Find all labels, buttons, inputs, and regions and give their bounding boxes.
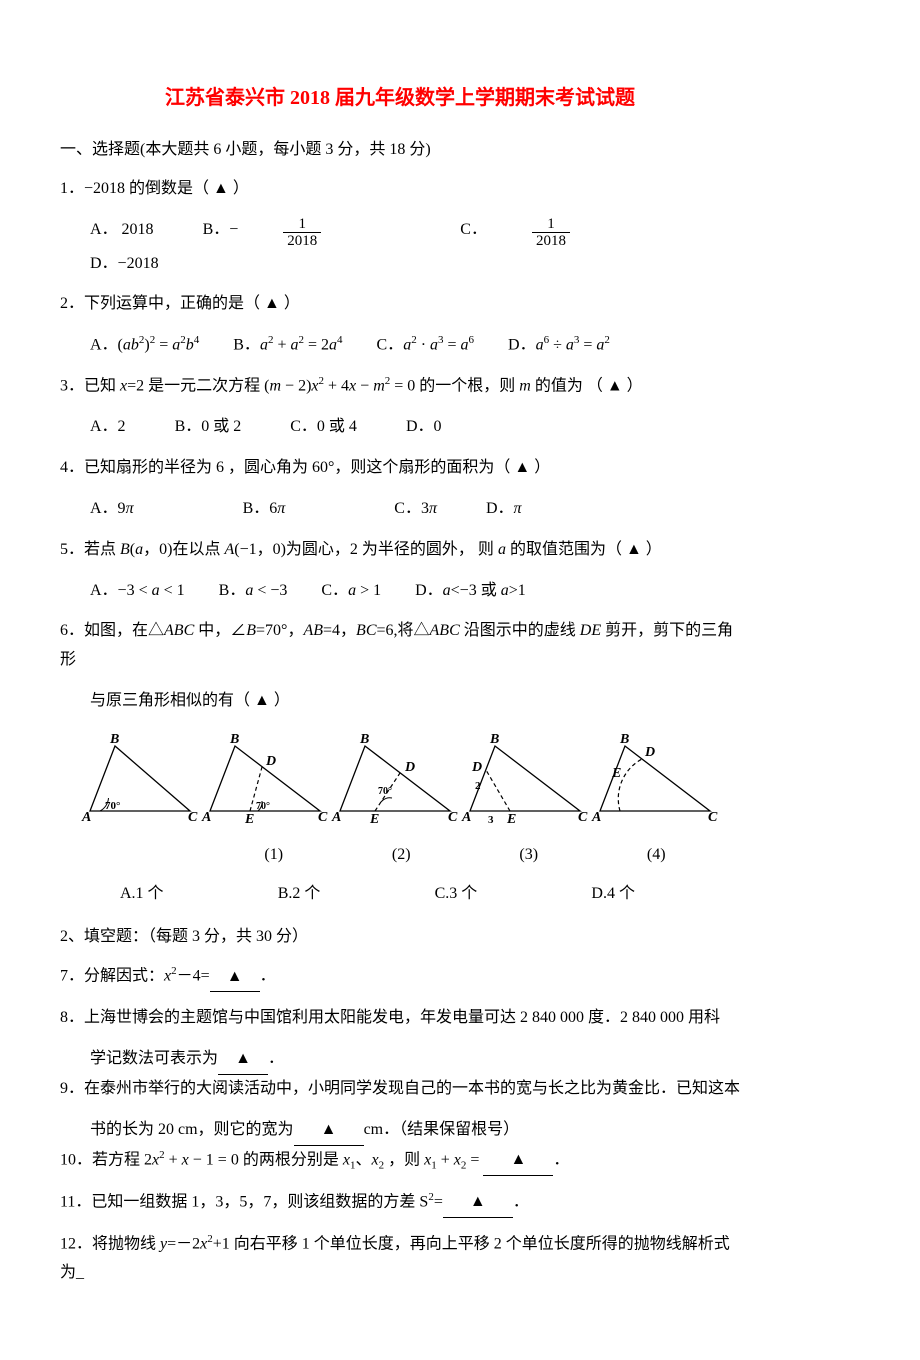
q5-options: A．−3 < a < 1 B．a < −3 C．a > 1 D．a<−3 或 a…	[90, 577, 740, 606]
q5-optC: C．a > 1	[321, 577, 381, 606]
q4-optB: B．6π	[243, 495, 286, 524]
svg-text:3: 3	[488, 814, 494, 826]
q1-optC: C．12018	[460, 216, 660, 250]
q4-optA: A．9π	[90, 495, 134, 524]
svg-text:B: B	[229, 732, 239, 747]
svg-text:C: C	[448, 810, 458, 825]
fig3-label: (3)	[465, 841, 593, 870]
svg-text:A: A	[591, 810, 601, 825]
svg-text:B: B	[619, 732, 629, 747]
q2-optD: D．a6 ÷ a3 = a2	[508, 331, 610, 360]
svg-text:B: B	[109, 732, 119, 747]
q2-optB: B．a2 + a2 = 2a4	[233, 331, 342, 360]
q4-text: 4．已知扇形的半径为 6 ，圆心角为 60°，则这个扇形的面积为（ ▲ ）	[60, 454, 740, 483]
svg-text:A: A	[81, 810, 91, 825]
svg-text:70°: 70°	[256, 801, 270, 812]
q10: 10．若方程 2x2 + x − 1 = 0 的两根分别是 x1、x2 ，则 x…	[60, 1146, 740, 1176]
fig1-label: (1)	[210, 841, 338, 870]
q2-options: A．(ab2)2 = a2b4 B．a2 + a2 = 2a4 C．a2 · a…	[90, 331, 740, 360]
svg-text:C: C	[318, 810, 328, 825]
svg-text:E: E	[611, 766, 621, 781]
svg-text:D: D	[471, 760, 482, 775]
svg-text:E: E	[244, 812, 254, 826]
q5-optD: D．a<−3 或 a>1	[415, 577, 526, 606]
svg-text:B: B	[359, 732, 369, 747]
triangle-fig4: A B C D E	[590, 731, 720, 826]
section-1-header: 一、选择题(本大题共 6 小题，每小题 3 分，共 18 分)	[60, 136, 740, 165]
q3-optB: B．0 或 2	[175, 413, 242, 442]
triangle-base: 70° A B C	[80, 731, 200, 826]
section-2-header: 2、填空题：（每题 3 分，共 30 分）	[60, 923, 740, 952]
svg-text:70°: 70°	[105, 800, 120, 812]
q1-optA: A． 2018	[90, 216, 154, 245]
svg-text:E: E	[506, 812, 516, 826]
svg-text:70°: 70°	[378, 786, 392, 797]
svg-text:E: E	[369, 812, 379, 826]
q8-line1: 8．上海世博会的主题馆与中国馆利用太阳能发电，年发电量可达 2 840 000 …	[60, 1004, 740, 1033]
svg-text:D: D	[644, 745, 655, 760]
q2-optA: A．(ab2)2 = a2b4	[90, 331, 199, 360]
q6-optA: A.1 个	[120, 880, 164, 909]
q1-optB: B．−12018	[203, 216, 412, 250]
q6-optC: C.3 个	[435, 880, 478, 909]
q4-optC: C．3π	[394, 495, 437, 524]
q6-figure-labels: (1) (2) (3) (4)	[210, 841, 720, 870]
svg-text:C: C	[188, 810, 198, 825]
q5-text: 5．若点 B(a，0)在以点 A(−1，0)为圆心，2 为半径的圆外， 则 a …	[60, 536, 740, 565]
fig4-label: (4)	[593, 841, 721, 870]
svg-text:2: 2	[475, 780, 481, 792]
page-title: 江苏省泰兴市 2018 届九年级数学上学期期末考试试题	[60, 80, 740, 116]
fig2-label: (2)	[338, 841, 466, 870]
q3-optD: D．0	[406, 413, 442, 442]
q9-line1: 9．在泰州市举行的大阅读活动中，小明同学发现自己的一本书的宽与长之比为黄金比．已…	[60, 1075, 740, 1104]
svg-text:A: A	[201, 810, 211, 825]
q6-optB: B.2 个	[278, 880, 321, 909]
q4-optD: D．π	[486, 495, 522, 524]
q11: 11．已知一组数据 1，3，5，7，则该组数据的方差 S2=▲．	[60, 1188, 740, 1218]
q5-optA: A．−3 < a < 1	[90, 577, 185, 606]
q6-options: A.1 个 B.2 个 C.3 个 D.4 个	[120, 880, 680, 909]
svg-text:C: C	[578, 810, 588, 825]
q6-optD: D.4 个	[591, 880, 635, 909]
q9-line2: 书的长为 20 cm，则它的宽为▲cm．（结果保留根号）	[90, 1116, 740, 1146]
q3-optC: C．0 或 4	[290, 413, 357, 442]
q1-options: A． 2018 B．−12018 C．12018 D．−2018	[90, 216, 740, 279]
q8-line2: 学记数法可表示为▲．	[90, 1045, 740, 1075]
svg-text:D: D	[404, 760, 415, 775]
q2-optC: C．a2 · a3 = a6	[377, 331, 475, 360]
q3-optA: A．2	[90, 413, 126, 442]
q7: 7．分解因式：x2－4=▲．	[60, 962, 740, 992]
svg-text:B: B	[489, 732, 499, 747]
svg-text:A: A	[461, 810, 471, 825]
triangle-fig1: 70° A B C D E	[200, 731, 330, 826]
q12: 12．将抛物线 y=－2x2+1 向右平移 1 个单位长度，再向上平移 2 个单…	[60, 1230, 740, 1288]
q3-text: 3．已知 x=2 是一元二次方程 (m − 2)x2 + 4x − m2 = 0…	[60, 372, 740, 401]
triangle-fig2: 70° A B C D E	[330, 731, 460, 826]
q6-line2: 与原三角形相似的有（ ▲ ）	[90, 687, 740, 716]
svg-text:C: C	[708, 810, 718, 825]
q4-options: A．9π B．6π C．3π D．π	[90, 495, 740, 524]
q6-figures: 70° A B C 70° A B C D E 70° A B C D E A …	[80, 731, 720, 826]
q6-line1: 6．如图，在△ABC 中，∠B=70°，AB=4，BC=6,将△ABC 沿图示中…	[60, 617, 740, 675]
triangle-fig3: A B C D E 2 3	[460, 731, 590, 826]
q2-text: 2．下列运算中，正确的是（ ▲ ）	[60, 290, 740, 319]
q1-text: 1．−2018 的倒数是（ ▲ ）	[60, 175, 740, 204]
q1-optD: D．−2018	[90, 250, 159, 279]
q5-optB: B．a < −3	[219, 577, 288, 606]
svg-text:A: A	[331, 810, 341, 825]
svg-text:D: D	[265, 754, 276, 769]
q3-options: A．2 B．0 或 2 C．0 或 4 D．0	[90, 413, 740, 442]
